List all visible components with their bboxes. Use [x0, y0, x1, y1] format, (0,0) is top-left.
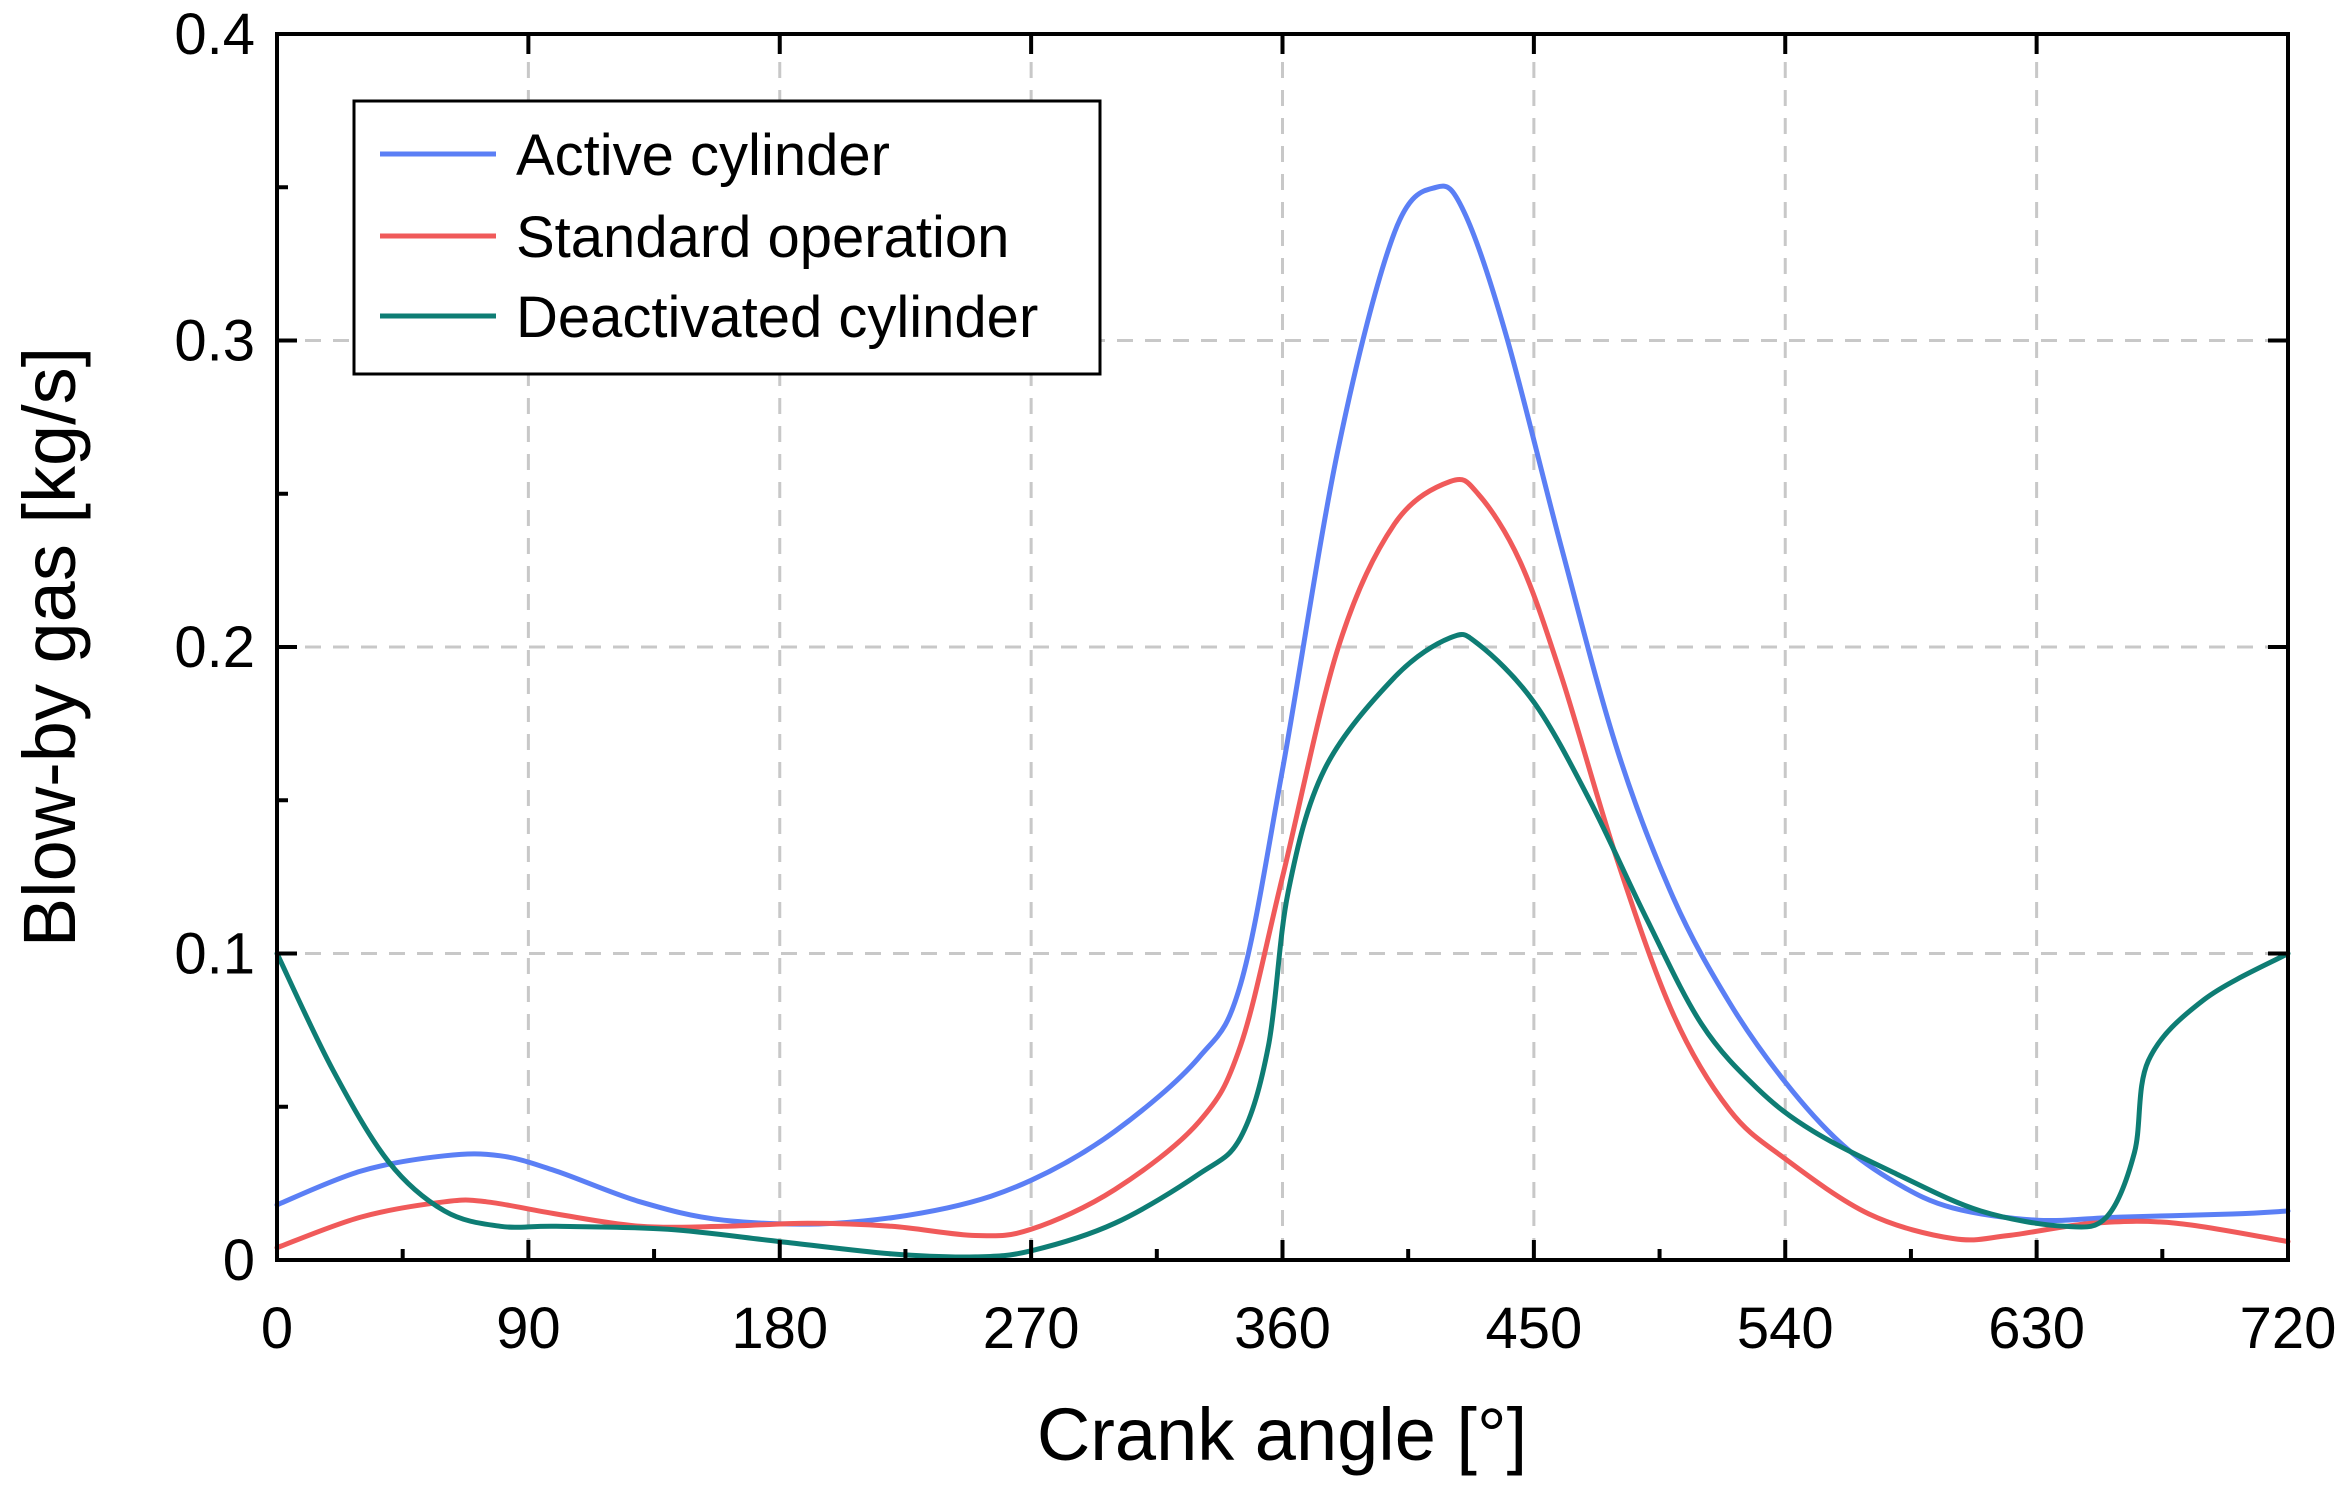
legend-label: Standard operation: [516, 205, 1009, 270]
series-standard-operation: [274, 476, 2291, 1251]
axis-ticks: [275, 32, 2290, 1262]
x-tick-label: 0: [261, 1296, 293, 1361]
y-tick-label: 0: [223, 1228, 255, 1293]
y-tick-label: 0.4: [174, 2, 255, 67]
y-axis-label: Blow-by gas [kg/s]: [8, 347, 91, 947]
x-tick-label: 360: [1234, 1296, 1331, 1361]
legend-label: Deactivated cylinder: [516, 285, 1038, 350]
x-tick-label: 270: [983, 1296, 1080, 1361]
x-tick-label: 720: [2240, 1296, 2337, 1361]
x-axis-label: Crank angle [°]: [1037, 1393, 1527, 1476]
legend-label: Active cylinder: [516, 123, 890, 188]
x-tick-label: 180: [731, 1296, 828, 1361]
x-tick-label: 90: [496, 1296, 561, 1361]
x-tick-label: 450: [1485, 1296, 1582, 1361]
y-tick-label: 0.2: [174, 615, 255, 680]
y-tick-label: 0.1: [174, 922, 255, 987]
tick-labels: 0 90 180 270 360 450 540 630 720 0 0.1 0.2 0.3 0.4: [174, 2, 2336, 1361]
series-lines: [274, 183, 2291, 1260]
y-tick-label: 0.3: [174, 309, 255, 374]
x-tick-label: 630: [1988, 1296, 2085, 1361]
series-deactivated-cylinder: [274, 631, 2291, 1260]
x-tick-label: 540: [1737, 1296, 1834, 1361]
legend: Active cylinder Standard operation Deactiv…: [352, 99, 1102, 376]
